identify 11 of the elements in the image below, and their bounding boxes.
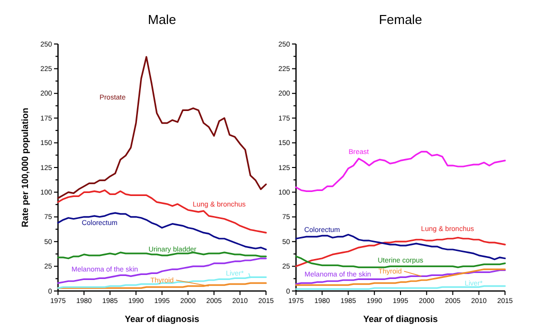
line-series [295, 256, 506, 268]
line-series [295, 236, 506, 268]
line-series [295, 150, 506, 192]
x-axis-title: Year of diagnosis [124, 314, 200, 324]
chart-title: Male [148, 12, 176, 27]
line-series [57, 56, 267, 199]
y-axis-title: Rate per 100,000 population [20, 108, 30, 228]
x-axis-title: Year of diagnosis [363, 314, 438, 324]
line-series [57, 189, 267, 234]
chart-title: Female [378, 12, 422, 27]
line-series [57, 258, 267, 284]
